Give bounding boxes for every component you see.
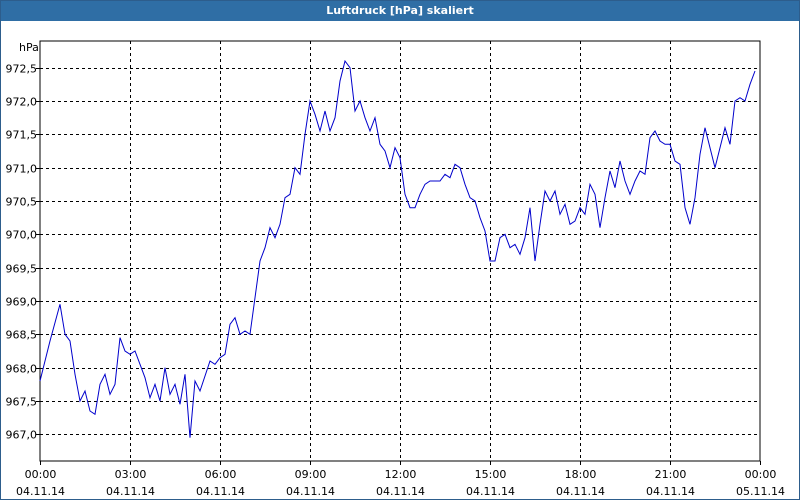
axes: 967,0 967,5 968,0 968,5 969,0 969,5 970,0 970,5… bbox=[6, 63, 785, 499]
x-tick-label-date: 04.11.14 bbox=[196, 485, 245, 498]
x-tick-label-date: 04.11.14 bbox=[376, 485, 425, 498]
x-tick-label-time: 15:00 bbox=[475, 468, 507, 481]
y-tick-label: 969,0 bbox=[6, 296, 38, 309]
y-tick-label: 970,0 bbox=[6, 229, 38, 242]
x-tick-label-time: 09:00 bbox=[295, 468, 327, 481]
x-tick-label-date: 04.11.14 bbox=[286, 485, 335, 498]
grid-lines bbox=[40, 41, 760, 461]
x-tick-label-time: 21:00 bbox=[655, 468, 687, 481]
x-tick-label-date: 04.11.14 bbox=[466, 485, 515, 498]
x-tick-label-time: 06:00 bbox=[205, 468, 237, 481]
y-tick-label: 969,5 bbox=[6, 263, 38, 276]
x-tick-label-time: 00:00 bbox=[745, 468, 777, 481]
x-tick-label-time: 03:00 bbox=[115, 468, 147, 481]
y-tick-label: 968,5 bbox=[6, 329, 38, 342]
x-tick-label-time: 00:00 bbox=[25, 468, 57, 481]
x-tick-label-time: 18:00 bbox=[565, 468, 597, 481]
y-axis-label: hPa bbox=[19, 41, 39, 54]
x-tick-label-date: 04.11.14 bbox=[106, 485, 155, 498]
window-title: Luftdruck [hPa] skaliert bbox=[1, 1, 799, 21]
x-tick-label-date: 04.11.14 bbox=[646, 485, 695, 498]
y-tick-label: 972,5 bbox=[6, 63, 38, 76]
y-tick-label: 971,0 bbox=[6, 163, 38, 176]
x-tick-label-time: 12:00 bbox=[385, 468, 417, 481]
x-tick-label-date: 04.11.14 bbox=[556, 485, 605, 498]
x-tick-label-date: 04.11.14 bbox=[16, 485, 65, 498]
x-tick-label-date: 05.11.14 bbox=[736, 485, 785, 498]
y-tick-label: 971,5 bbox=[6, 129, 38, 142]
y-tick-label: 972,0 bbox=[6, 96, 38, 109]
y-tick-label: 967,0 bbox=[6, 429, 38, 442]
series-line bbox=[39, 59, 756, 438]
y-tick-label: 967,5 bbox=[6, 396, 38, 409]
y-tick-label: 970,5 bbox=[6, 196, 38, 209]
y-tick-label: 968,0 bbox=[6, 363, 38, 376]
